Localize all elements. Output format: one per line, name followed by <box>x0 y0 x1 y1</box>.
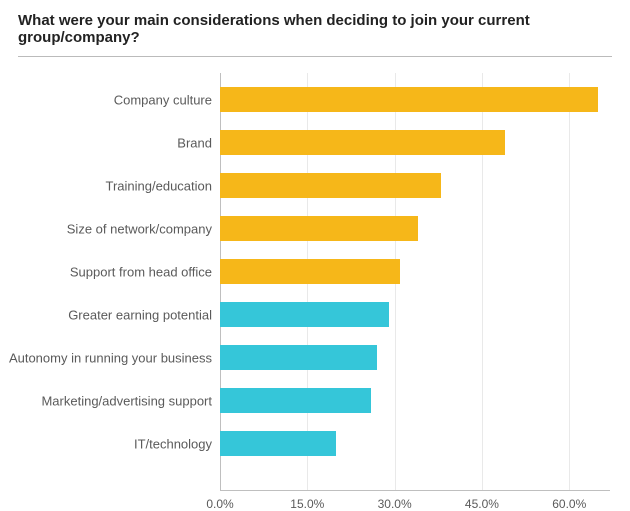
bar-row: Autonomy in running your business <box>220 345 610 370</box>
bar <box>220 388 371 413</box>
chart-title: What were your main considerations when … <box>18 12 612 57</box>
category-label: Training/education <box>106 178 220 193</box>
plot-area: 0.0%15.0%30.0%45.0%60.0%Company cultureB… <box>220 73 610 491</box>
bar-row: Company culture <box>220 87 610 112</box>
bar <box>220 345 377 370</box>
bar-row: Brand <box>220 130 610 155</box>
x-tick-label: 45.0% <box>465 497 499 511</box>
bar <box>220 216 418 241</box>
category-label: Support from head office <box>70 264 220 279</box>
category-label: Size of network/company <box>67 221 220 236</box>
x-tick-label: 30.0% <box>378 497 412 511</box>
x-axis-line <box>220 490 610 491</box>
bar <box>220 130 505 155</box>
bar-row: Greater earning potential <box>220 302 610 327</box>
bar-row: Size of network/company <box>220 216 610 241</box>
category-label: IT/technology <box>134 436 220 451</box>
category-label: Autonomy in running your business <box>9 350 220 365</box>
x-tick-label: 0.0% <box>206 497 233 511</box>
bar-row: IT/technology <box>220 431 610 456</box>
x-tick-label: 60.0% <box>552 497 586 511</box>
x-tick-label: 15.0% <box>290 497 324 511</box>
bar <box>220 87 598 112</box>
bar-row: Support from head office <box>220 259 610 284</box>
figure: What were your main considerations when … <box>0 0 630 511</box>
category-label: Marketing/advertising support <box>41 393 220 408</box>
bar-row: Training/education <box>220 173 610 198</box>
bar <box>220 302 389 327</box>
category-label: Brand <box>177 135 220 150</box>
bar-chart: 0.0%15.0%30.0%45.0%60.0%Company cultureB… <box>18 73 610 491</box>
category-label: Greater earning potential <box>68 307 220 322</box>
bar <box>220 173 441 198</box>
bar <box>220 431 336 456</box>
category-label: Company culture <box>114 92 220 107</box>
bar <box>220 259 400 284</box>
bar-row: Marketing/advertising support <box>220 388 610 413</box>
